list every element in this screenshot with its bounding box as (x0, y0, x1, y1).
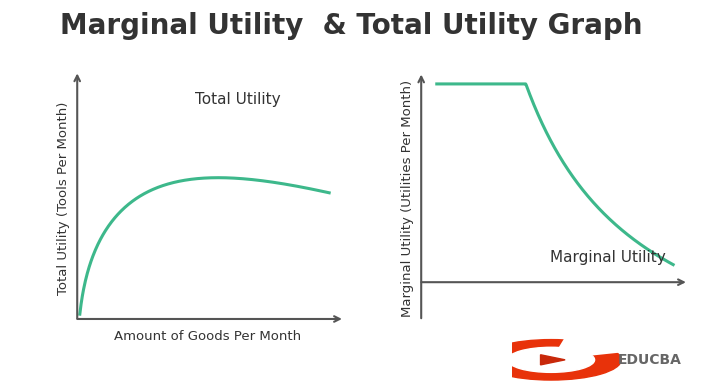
Polygon shape (534, 351, 579, 369)
Circle shape (481, 340, 621, 380)
Text: Marginal Utility: Marginal Utility (550, 250, 666, 265)
Text: Total Utility: Total Utility (195, 92, 281, 107)
X-axis label: Amount of Goods Per Month: Amount of Goods Per Month (114, 330, 300, 343)
Circle shape (508, 347, 595, 372)
Text: EDUCBA: EDUCBA (618, 353, 682, 367)
Y-axis label: Marginal Utility (Utilities Per Month): Marginal Utility (Utilities Per Month) (402, 80, 414, 317)
Text: Marginal Utility  & Total Utility Graph: Marginal Utility & Total Utility Graph (60, 12, 642, 40)
Y-axis label: Total Utility (Tools Per Month): Total Utility (Tools Per Month) (58, 102, 70, 295)
Polygon shape (541, 355, 565, 365)
Wedge shape (551, 337, 625, 360)
